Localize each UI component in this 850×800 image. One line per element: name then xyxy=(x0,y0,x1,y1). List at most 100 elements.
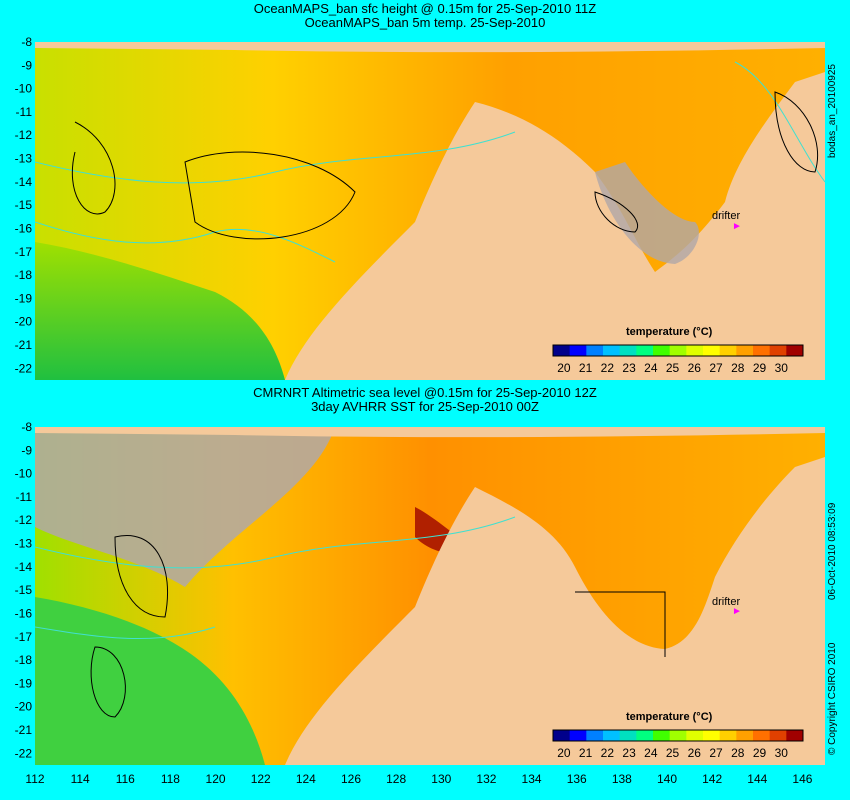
bottom-colorbar: 20 21 22 23 24 25 26 27 28 29 30 xyxy=(552,729,804,760)
drifter-marker xyxy=(733,223,740,230)
top-map xyxy=(35,42,825,380)
lon-tick-label: 144 xyxy=(747,772,767,786)
bottom-cloud-mask xyxy=(35,427,335,587)
lat-tick-label: -22 xyxy=(15,361,33,375)
lat-tick-label: -15 xyxy=(15,583,33,597)
colorbar-swatch xyxy=(569,730,587,741)
colorbar-swatch xyxy=(703,730,721,741)
lat-tick-label: -19 xyxy=(15,676,33,690)
lon-tick-label: 130 xyxy=(431,772,451,786)
lat-tick-label: -16 xyxy=(15,606,33,620)
colorbar-swatch xyxy=(603,345,621,356)
lon-tick-label: 112 xyxy=(25,772,44,786)
drifter-icon xyxy=(733,608,740,615)
colorbar-label: 25 xyxy=(666,746,680,760)
bottom-australia-land xyxy=(285,457,825,765)
colorbar-label: 23 xyxy=(622,361,636,375)
colorbar-label: 21 xyxy=(579,361,593,375)
colorbar-swatch xyxy=(619,730,637,741)
colorbar-label: 22 xyxy=(601,361,615,375)
bottom-indonesia-land xyxy=(35,427,825,438)
top-contours-black xyxy=(71,91,819,240)
lat-tick-label: -22 xyxy=(15,746,33,760)
bottom-legend-title: temperature (°C) xyxy=(626,711,713,723)
bottom-map xyxy=(35,427,825,765)
colorbar-swatch xyxy=(719,730,737,741)
lat-tick-label: -20 xyxy=(15,315,33,329)
copyright-label: © Copyright CSIRO 2010 xyxy=(827,642,838,755)
colorbar-label: 24 xyxy=(644,746,658,760)
colorbar-label: 28 xyxy=(731,361,745,375)
bottom-contours-black xyxy=(90,535,666,718)
colorbar-label: 23 xyxy=(622,746,636,760)
drifter-icon xyxy=(733,223,740,230)
lat-tick-label: -14 xyxy=(15,175,33,189)
top-side-label: bodas_an_20100925 xyxy=(827,64,838,158)
colorbar-swatch xyxy=(669,730,687,741)
lat-tick-label: -18 xyxy=(15,653,33,667)
top-gulf-shelf xyxy=(595,162,699,264)
lat-tick-label: -10 xyxy=(15,82,33,96)
colorbar-swatch xyxy=(769,730,787,741)
top-australia-land xyxy=(285,72,825,380)
lon-tick-label: 140 xyxy=(657,772,677,786)
lat-tick-label: -8 xyxy=(21,420,32,434)
colorbar-swatch xyxy=(586,345,604,356)
top-cool-water xyxy=(35,242,285,380)
lon-tick-label: 114 xyxy=(71,772,90,786)
lat-tick-label: -9 xyxy=(21,58,32,72)
lat-tick-label: -18 xyxy=(15,268,33,282)
colorbar-swatch xyxy=(553,730,571,741)
colorbar-swatch xyxy=(669,345,687,356)
bottom-side-label: 06-Oct-2010 08:53:09 xyxy=(827,502,838,600)
colorbar-swatch xyxy=(786,345,804,356)
colorbar-label: 22 xyxy=(601,746,615,760)
lon-tick-label: 138 xyxy=(612,772,632,786)
lon-tick-label: 134 xyxy=(522,772,542,786)
lat-tick-label: -12 xyxy=(15,128,33,142)
top-legend-title: temperature (°C) xyxy=(626,326,713,338)
lat-tick-label: -8 xyxy=(21,35,32,49)
bottom-contours-cyan xyxy=(35,516,516,640)
colorbar-swatch xyxy=(553,345,571,356)
lat-tick-label: -14 xyxy=(15,560,33,574)
colorbar-swatch xyxy=(736,730,754,741)
colorbar-swatch xyxy=(703,345,721,356)
colorbar-frame xyxy=(552,729,804,742)
lat-tick-label: -11 xyxy=(16,105,33,119)
lon-tick-label: 122 xyxy=(251,772,271,786)
colorbar-swatch xyxy=(653,345,671,356)
lon-tick-label: 146 xyxy=(792,772,812,786)
colorbar-label: 27 xyxy=(709,746,723,760)
colorbar-swatch xyxy=(753,345,771,356)
lat-tick-label: -11 xyxy=(16,490,33,504)
bottom-title-line2: 3day AVHRR SST for 25-Sep-2010 00Z xyxy=(311,399,539,414)
lon-tick-label: 126 xyxy=(341,772,361,786)
colorbar-swatch xyxy=(569,345,587,356)
colorbar-swatch xyxy=(719,345,737,356)
lon-tick-label: 124 xyxy=(296,772,316,786)
colorbar-swatch xyxy=(786,730,804,741)
colorbar-swatch xyxy=(686,345,704,356)
top-title-line1: OceanMAPS_ban sfc height @ 0.15m for 25-… xyxy=(253,1,597,16)
colorbar-swatch xyxy=(636,345,654,356)
latitude-axis: -8 -9 -10 -11 -12 -13 -14 -15 -16 -17 -18 -19 -20 -21… xyxy=(15,35,33,760)
lon-tick-label: 118 xyxy=(161,772,180,786)
colorbar-swatch xyxy=(769,345,787,356)
colorbar-label: 30 xyxy=(775,746,789,760)
lat-tick-label: -17 xyxy=(15,245,33,259)
colorbar-label: 27 xyxy=(709,361,723,375)
top-title-line2: OceanMAPS_ban 5m temp. 25-Sep-2010 xyxy=(304,15,546,30)
lat-tick-label: -16 xyxy=(15,221,33,235)
colorbar-label: 26 xyxy=(688,746,702,760)
lat-tick-label: -9 xyxy=(21,443,32,457)
colorbar-label: 29 xyxy=(753,746,767,760)
lon-tick-label: 120 xyxy=(206,772,226,786)
colorbar-label: 20 xyxy=(557,746,571,760)
lat-tick-label: -15 xyxy=(15,198,33,212)
lon-tick-label: 142 xyxy=(702,772,722,786)
lat-tick-label: -17 xyxy=(15,630,33,644)
top-indonesia-land xyxy=(35,42,825,53)
colorbar-label: 25 xyxy=(666,361,680,375)
bottom-title-line1: CMRNRT Altimetric sea level @0.15m for 2… xyxy=(253,385,597,400)
